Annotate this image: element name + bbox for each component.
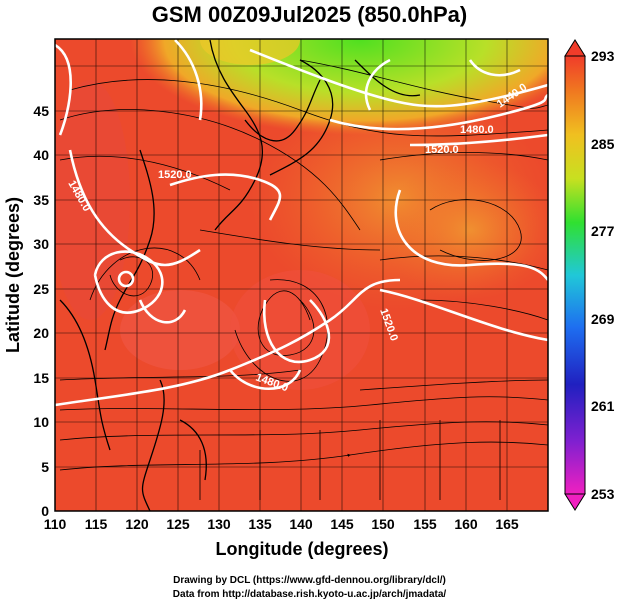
x-tick-label: 110 bbox=[44, 516, 67, 532]
contour-label: 1520.0 bbox=[158, 169, 192, 181]
x-tick-label: 135 bbox=[248, 516, 272, 532]
contour-label: 1480.0 bbox=[460, 124, 494, 136]
map-grid bbox=[55, 39, 548, 511]
y-axis: 0 5 10 15 20 25 30 35 40 45 bbox=[33, 103, 49, 519]
coastlines bbox=[59, 39, 421, 511]
x-tick-label: 140 bbox=[289, 516, 313, 532]
x-tick-label: 145 bbox=[330, 516, 354, 532]
colorbar-tick-label: 277 bbox=[591, 223, 615, 239]
height-contours bbox=[55, 39, 548, 407]
colorbar-scale bbox=[564, 55, 586, 495]
colorbar-tick-label: 285 bbox=[591, 136, 615, 152]
y-tick-label: 40 bbox=[33, 147, 49, 163]
y-axis-label: Latitude (degrees) bbox=[3, 197, 23, 353]
y-tick-label: 25 bbox=[33, 281, 49, 297]
wind-streamlines bbox=[59, 59, 548, 500]
y-tick-label: 5 bbox=[41, 459, 49, 475]
contour-label: 1520.0 bbox=[425, 144, 459, 156]
y-tick-label: 10 bbox=[33, 414, 49, 430]
y-tick-label: 0 bbox=[41, 503, 49, 519]
x-tick-label: 160 bbox=[454, 516, 478, 532]
x-tick-label: 125 bbox=[166, 516, 190, 532]
x-axis-label: Longitude (degrees) bbox=[215, 539, 388, 559]
x-tick-label: 165 bbox=[495, 516, 519, 532]
x-tick-label: 115 bbox=[85, 516, 108, 532]
y-tick-label: 45 bbox=[33, 103, 49, 119]
x-tick-label: 155 bbox=[413, 516, 437, 532]
x-tick-label: 150 bbox=[371, 516, 395, 532]
colorbar-tick-label: 253 bbox=[591, 486, 615, 502]
colorbar-top-arrow bbox=[564, 39, 586, 57]
colorbar-tick-label: 261 bbox=[591, 398, 615, 414]
map-title: GSM 00Z09Jul2025 (850.0hPa) bbox=[151, 2, 468, 27]
x-axis: 110 115 120 125 130 135 140 145 150 155 … bbox=[44, 516, 519, 532]
colorbar: 293 285 277 269 261 253 bbox=[564, 39, 615, 511]
y-tick-label: 30 bbox=[33, 236, 49, 252]
colorbar-tick-label: 293 bbox=[591, 48, 615, 64]
colorbar-tick-label: 269 bbox=[591, 311, 615, 327]
y-tick-label: 15 bbox=[33, 370, 49, 386]
x-tick-label: 120 bbox=[125, 516, 149, 532]
credit-drawing: Drawing by DCL (https://www.gfd-dennou.o… bbox=[173, 575, 446, 586]
colorbar-bottom-arrow bbox=[564, 493, 586, 511]
y-tick-label: 35 bbox=[33, 192, 49, 208]
credit-data-source: Data from http://database.rish.kyoto-u.a… bbox=[172, 589, 447, 600]
x-tick-label: 130 bbox=[207, 516, 231, 532]
plot-frame bbox=[54, 38, 549, 512]
y-tick-label: 20 bbox=[33, 325, 49, 341]
